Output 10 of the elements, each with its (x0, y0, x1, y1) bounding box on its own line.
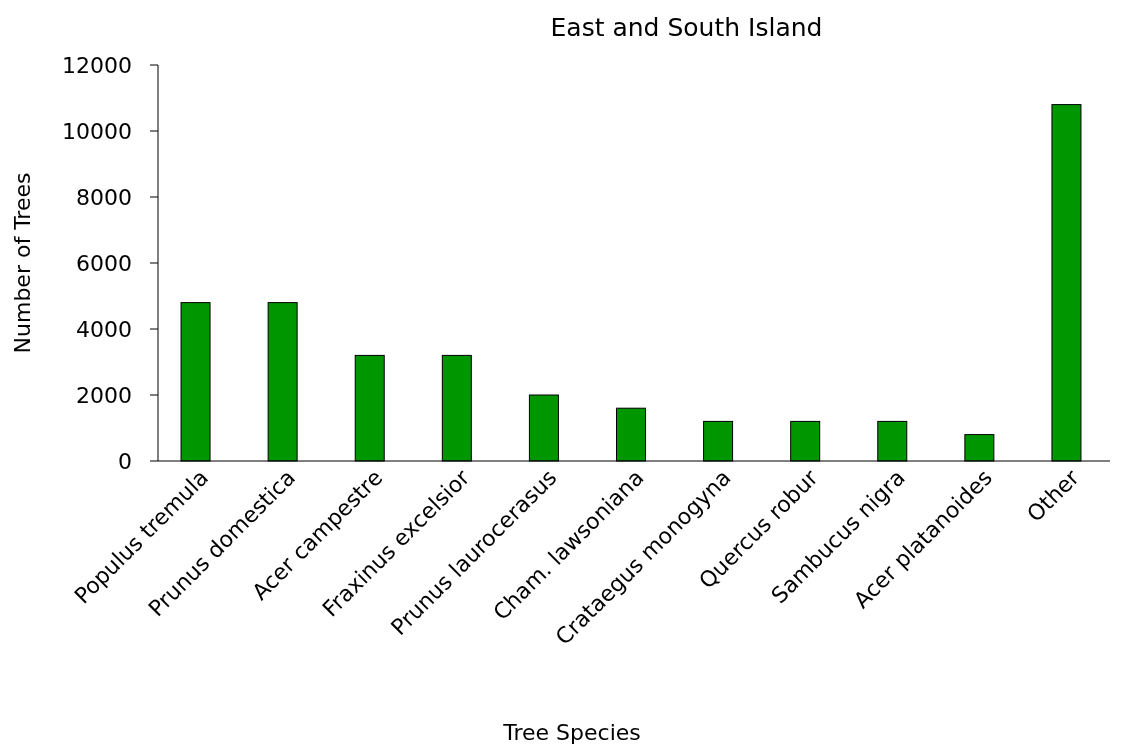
y-tick-label: 12000 (62, 52, 132, 78)
y-tick-label: 10000 (62, 118, 132, 144)
y-axis-title: Number of Trees (10, 172, 35, 354)
x-axis-title: Tree Species (502, 720, 641, 745)
chart-title: East and South Island (550, 13, 823, 42)
y-tick-label: 8000 (76, 184, 132, 210)
y-tick-label: 2000 (76, 382, 132, 408)
y-tick-label: 0 (118, 448, 132, 474)
y-tick-label: 6000 (76, 250, 132, 276)
y-tick-label: 4000 (76, 316, 132, 342)
